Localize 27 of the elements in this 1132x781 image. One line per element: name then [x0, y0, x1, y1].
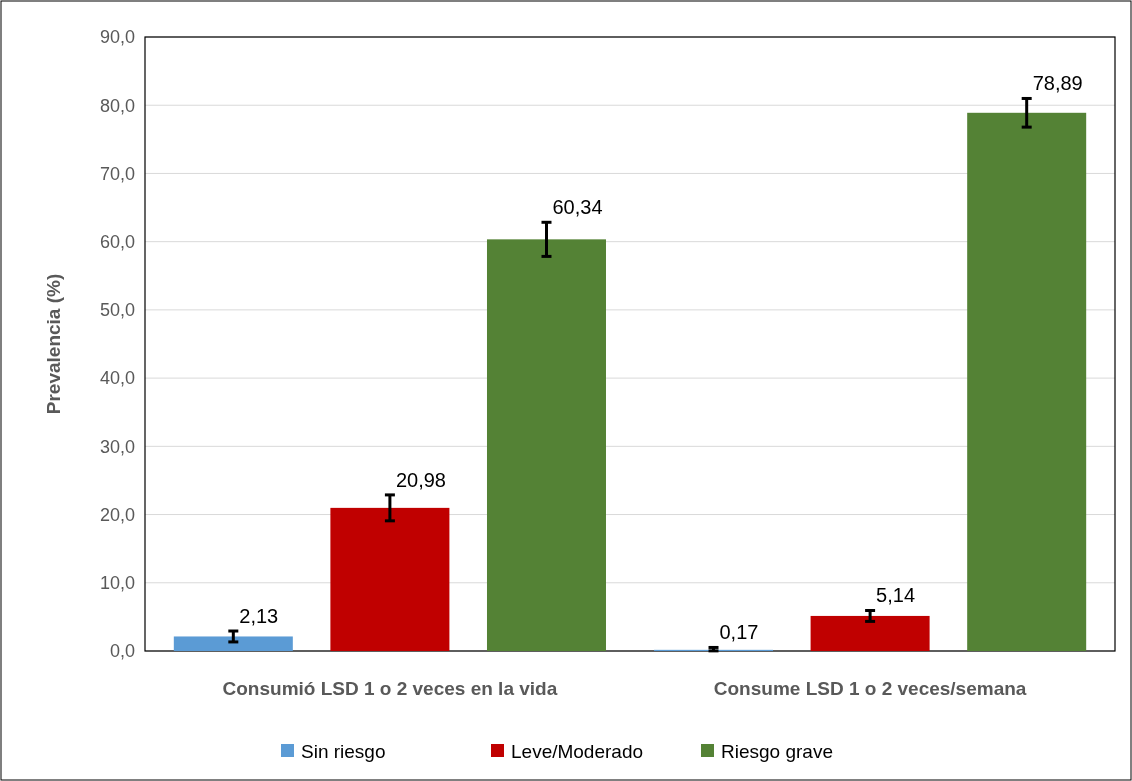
y-tick-label: 90,0 — [99, 27, 135, 48]
data-label: 5,14 — [876, 584, 916, 607]
legend-label: Leve/Moderado — [511, 740, 644, 762]
y-tick-label: 0,0 — [109, 641, 135, 662]
y-tick-label: 50,0 — [99, 300, 135, 321]
x-tick-label: Consume LSD 1 o 2 veces/semana — [713, 678, 1027, 699]
y-tick-label: 80,0 — [99, 95, 135, 116]
data-label: 78,89 — [1032, 72, 1083, 95]
y-tick-label: 40,0 — [99, 368, 135, 389]
bar — [486, 239, 606, 651]
data-label: 60,34 — [552, 196, 603, 219]
data-label: 2,13 — [239, 605, 279, 628]
data-label: 20,98 — [395, 468, 446, 491]
data-label: 0,17 — [719, 621, 759, 644]
x-tick-label: Consumió LSD 1 o 2 veces en la vida — [222, 678, 558, 699]
y-tick-label: 30,0 — [99, 436, 135, 457]
bar — [173, 636, 293, 651]
bar — [810, 615, 930, 651]
legend-label: Riesgo grave — [721, 740, 833, 762]
bar — [967, 112, 1087, 651]
y-tick-label: 10,0 — [99, 573, 135, 594]
legend-label: Sin riesgo — [301, 740, 386, 762]
y-axis-title: Prevalencia (%) — [43, 273, 64, 415]
bar — [330, 507, 450, 651]
y-tick-label: 60,0 — [99, 231, 135, 252]
y-tick-label: 70,0 — [99, 163, 135, 184]
y-tick-label: 20,0 — [99, 504, 135, 525]
